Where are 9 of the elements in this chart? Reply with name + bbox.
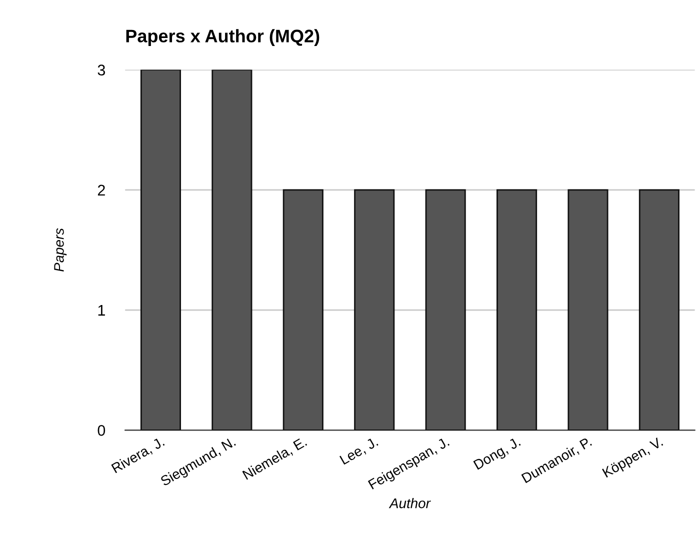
chart-title: Papers x Author (MQ2) <box>126 29 320 46</box>
y-axis-title: Papers <box>54 228 67 272</box>
x-tick-label: Lee, J. <box>339 436 380 466</box>
y-tick-label: 2 <box>98 184 105 196</box>
y-tick-label: 1 <box>98 305 105 316</box>
x-tick-label: Dong, J. <box>473 436 522 472</box>
x-axis-title: Author <box>388 498 431 508</box>
y-tick-label: 0 <box>98 425 106 436</box>
y-tick-label: 3 <box>98 64 106 76</box>
